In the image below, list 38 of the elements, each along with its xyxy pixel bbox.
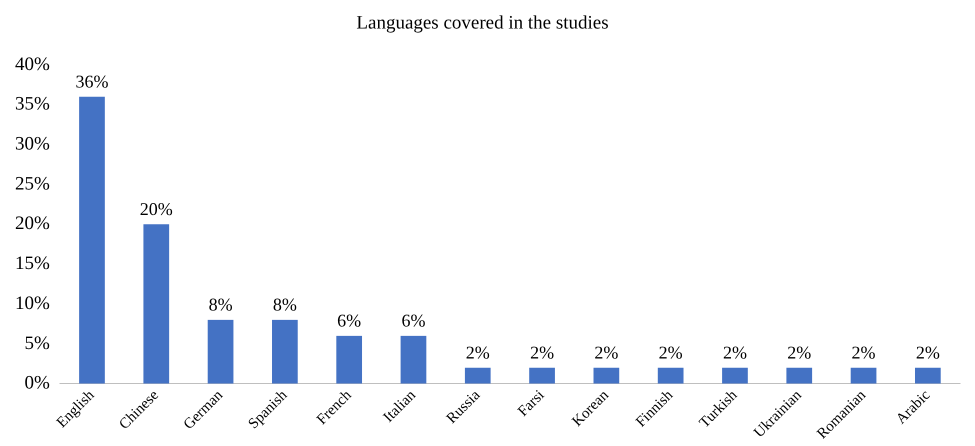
data-label: 2%: [787, 342, 812, 362]
bar: [722, 368, 748, 384]
data-label: 2%: [594, 342, 618, 362]
data-label: 6%: [337, 310, 362, 331]
y-tick-label: 30%: [15, 134, 50, 155]
data-label: 36%: [75, 71, 108, 92]
bar: [400, 336, 426, 384]
chart-title: Languages covered in the studies: [356, 12, 609, 34]
bar: [336, 336, 362, 384]
y-tick-label: 5%: [24, 332, 50, 354]
y-tick-label: 10%: [15, 292, 50, 314]
data-label: 2%: [530, 342, 554, 362]
bar: [850, 368, 876, 384]
bar: [594, 368, 620, 384]
bar: [786, 368, 812, 384]
data-label: 20%: [140, 198, 173, 219]
bar: [658, 368, 684, 384]
bar: [914, 368, 941, 384]
y-tick-label: 15%: [15, 253, 50, 274]
bar: [464, 368, 491, 384]
y-tick-label: 0%: [24, 372, 50, 394]
y-tick-label: 25%: [15, 173, 50, 194]
data-label: 8%: [272, 294, 297, 315]
data-label: 2%: [722, 342, 747, 362]
bar: [208, 320, 234, 384]
y-tick-label: 20%: [15, 213, 50, 234]
bar: [529, 368, 555, 384]
data-label: 2%: [852, 342, 876, 362]
bar: [79, 96, 105, 384]
y-tick-label: 35%: [15, 94, 50, 115]
data-label: 8%: [208, 294, 233, 315]
bar: [272, 320, 298, 384]
y-tick-label: 40%: [15, 54, 50, 75]
data-label: 2%: [466, 342, 490, 362]
data-label: 2%: [658, 342, 683, 362]
data-label: 6%: [401, 310, 426, 331]
data-label: 2%: [916, 342, 940, 362]
bar: [143, 224, 170, 384]
